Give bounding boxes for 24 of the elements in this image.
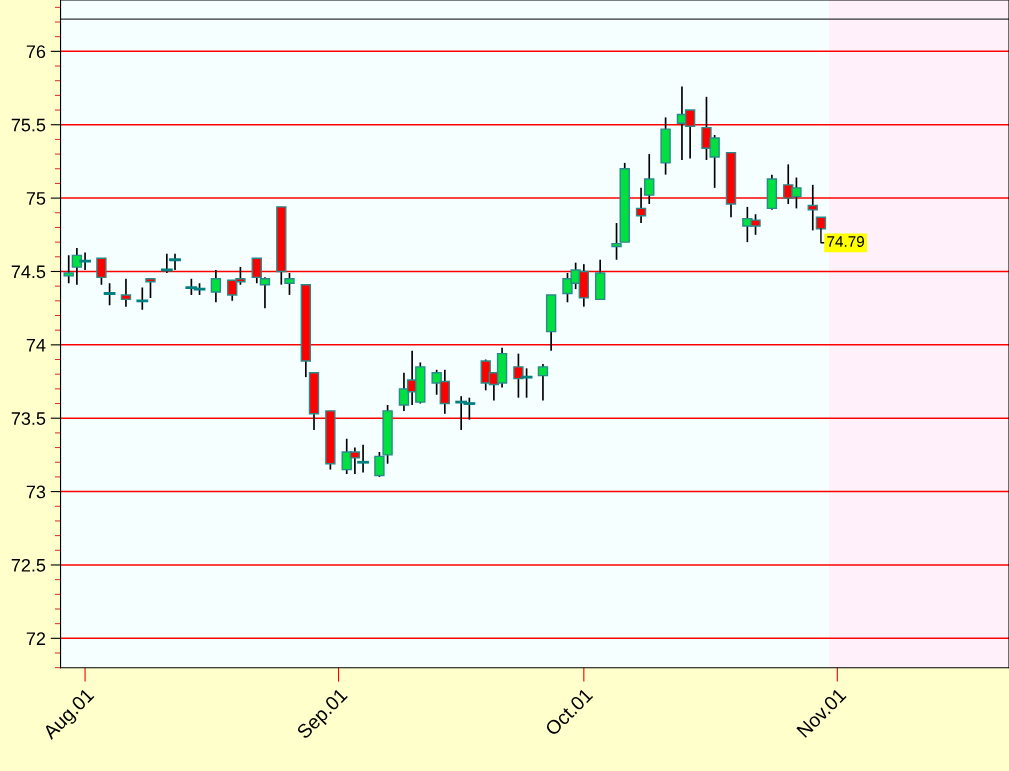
candlestick	[520, 367, 533, 399]
candlestick	[71, 247, 83, 286]
y-tick-label: 73	[26, 485, 46, 499]
y-tick-label: 72.5	[11, 558, 46, 572]
candlestick	[79, 251, 91, 271]
y-tick-label: 75.5	[11, 118, 46, 132]
candlestick	[136, 286, 149, 311]
candlestick	[644, 153, 655, 205]
y-tick-label: 73.5	[11, 412, 46, 425]
y-tick-label: 76	[26, 45, 46, 59]
y-tick-label: 74	[26, 338, 46, 352]
candlestick	[103, 282, 116, 307]
y-tick-label: 72	[26, 632, 46, 645]
candlestick	[513, 352, 524, 399]
candlestick	[120, 277, 132, 308]
candlestick	[210, 269, 222, 304]
annotation: 74.79	[827, 236, 865, 247]
y-tick-label: 74.5	[11, 265, 46, 279]
candlestick	[63, 254, 74, 285]
candlestick	[537, 363, 549, 402]
candlestick	[357, 443, 369, 474]
candlestick	[284, 272, 295, 296]
y-tick-label: 75	[26, 192, 46, 205]
candlestick	[145, 277, 156, 299]
